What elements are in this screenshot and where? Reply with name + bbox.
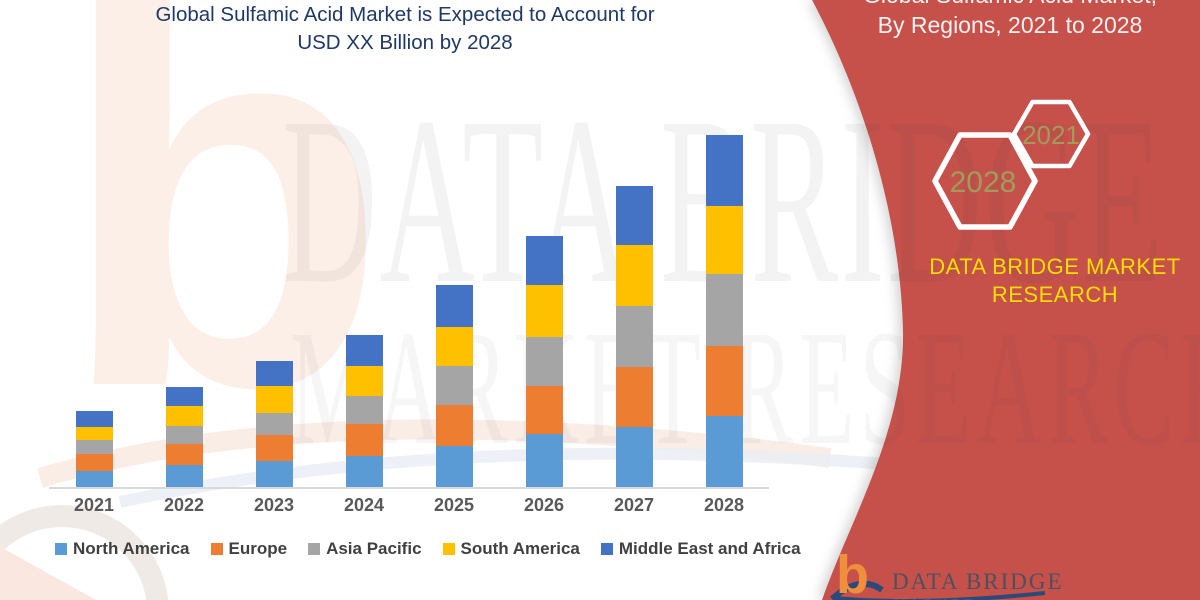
bar-segment-2021-middle-east-and-africa: [75, 411, 113, 427]
x-tick-2028: 2028: [703, 495, 745, 515]
legend-label-asia-pacific: Asia Pacific: [326, 539, 422, 558]
bar-segment-2027-middle-east-and-africa: [615, 186, 653, 245]
bar-segment-2026-europe: [525, 386, 563, 434]
brand-name-text: DATA BRIDGE MARKET RESEARCH: [870, 253, 1200, 309]
bar-segment-2024-europe: [345, 424, 383, 456]
bar-segment-2021-asia-pacific: [75, 440, 113, 454]
x-tick-2024: 2024: [343, 495, 385, 515]
chart-legend: North America Europe Asia Pacific South Ame…: [55, 539, 801, 559]
bar-segment-2026-asia-pacific: [525, 337, 563, 386]
x-tick-2021: 2021: [73, 495, 115, 515]
bar-segment-2028-asia-pacific: [705, 274, 743, 346]
bar-segment-2025-asia-pacific: [435, 366, 473, 405]
x-tick-2026: 2026: [523, 495, 565, 515]
legend-label-europe: Europe: [228, 539, 288, 558]
legend-swatch-south-america: [442, 543, 455, 555]
legend-label-north-america: North America: [73, 539, 190, 558]
legend-item-middle-east-and-africa: Middle East and Africa: [600, 539, 801, 559]
bar-segment-2022-asia-pacific: [165, 426, 203, 444]
bar-segment-2027-north-america: [615, 427, 653, 488]
bar-segment-2027-south-america: [615, 245, 653, 306]
bar-segment-2021-south-america: [75, 427, 113, 440]
legend-swatch-north-america: [55, 543, 67, 555]
legend-item-asia-pacific: Asia Pacific: [308, 539, 422, 559]
bar-segment-2025-north-america: [435, 446, 473, 488]
legend-label-south-america: South America: [460, 539, 580, 558]
bar-segment-2025-europe: [435, 405, 473, 446]
data-bridge-logo: b DATA BRIDGE MARKET RESEARCH: [830, 548, 1090, 600]
x-tick-2023: 2023: [253, 495, 295, 515]
legend-swatch-asia-pacific: [308, 543, 321, 555]
bar-segment-2022-north-america: [165, 465, 203, 488]
bar-segment-2028-europe: [705, 346, 743, 416]
bar-segment-2027-asia-pacific: [615, 306, 653, 367]
page-title: Global Sulfamic Acid Market is Expected …: [45, 1, 765, 57]
bar-segment-2023-north-america: [255, 461, 293, 488]
bar-segment-2023-asia-pacific: [255, 413, 293, 435]
bar-segment-2022-middle-east-and-africa: [165, 387, 203, 406]
x-tick-2022: 2022: [163, 495, 205, 515]
legend-label-middle-east-and-africa: Middle East and Africa: [618, 539, 801, 558]
page-title-line1: Global Sulfamic Acid Market is Expected …: [155, 3, 655, 26]
x-axis-line: [49, 487, 769, 489]
logo-tagline: MARKET RESEARCH: [894, 596, 1090, 600]
banner-title-cutoff: Global Sulfamic Acid Market,: [820, 0, 1200, 7]
brand-name-line1: DATA BRIDGE MARKET: [929, 254, 1181, 279]
bar-segment-2025-middle-east-and-africa: [435, 285, 473, 327]
logo-name: DATA BRIDGE: [892, 569, 1064, 594]
bar-segment-2028-south-america: [705, 206, 743, 274]
bar-segment-2022-europe: [165, 444, 203, 465]
legend-swatch-middle-east-and-africa: [600, 543, 613, 555]
bar-segment-2028-north-america: [705, 416, 743, 488]
bar-segment-2024-north-america: [345, 456, 383, 488]
logo-b-icon: b: [836, 545, 869, 600]
brand-name-line2: RESEARCH: [991, 282, 1119, 307]
bar-segment-2026-middle-east-and-africa: [525, 236, 563, 285]
bar-segment-2021-europe: [75, 454, 113, 471]
bar-segment-2024-south-america: [345, 366, 383, 396]
bar-segment-2027-europe: [615, 367, 653, 427]
x-tick-2027: 2027: [613, 495, 655, 515]
bar-segment-2025-south-america: [435, 327, 473, 366]
bar-segment-2023-europe: [255, 435, 293, 461]
bar-segment-2024-asia-pacific: [345, 396, 383, 424]
bar-segment-2028-middle-east-and-africa: [705, 135, 743, 206]
x-tick-2025: 2025: [433, 495, 475, 515]
bar-segment-2023-middle-east-and-africa: [255, 361, 293, 386]
page-title-line2: USD XX Billion by 2028: [297, 31, 513, 54]
bar-segment-2026-north-america: [525, 434, 563, 488]
bar-segment-2022-south-america: [165, 406, 203, 426]
banner-subtitle: By Regions, 2021 to 2028: [877, 12, 1143, 38]
bar-segment-2021-north-america: [75, 471, 113, 488]
legend-item-south-america: South America: [442, 539, 580, 559]
legend-item-europe: Europe: [210, 539, 288, 559]
bar-segment-2024-middle-east-and-africa: [345, 335, 383, 366]
legend-swatch-europe: [210, 543, 223, 555]
bar-segment-2026-south-america: [525, 285, 563, 337]
bar-segment-2023-south-america: [255, 386, 293, 413]
legend-item-north-america: North America: [55, 539, 190, 559]
